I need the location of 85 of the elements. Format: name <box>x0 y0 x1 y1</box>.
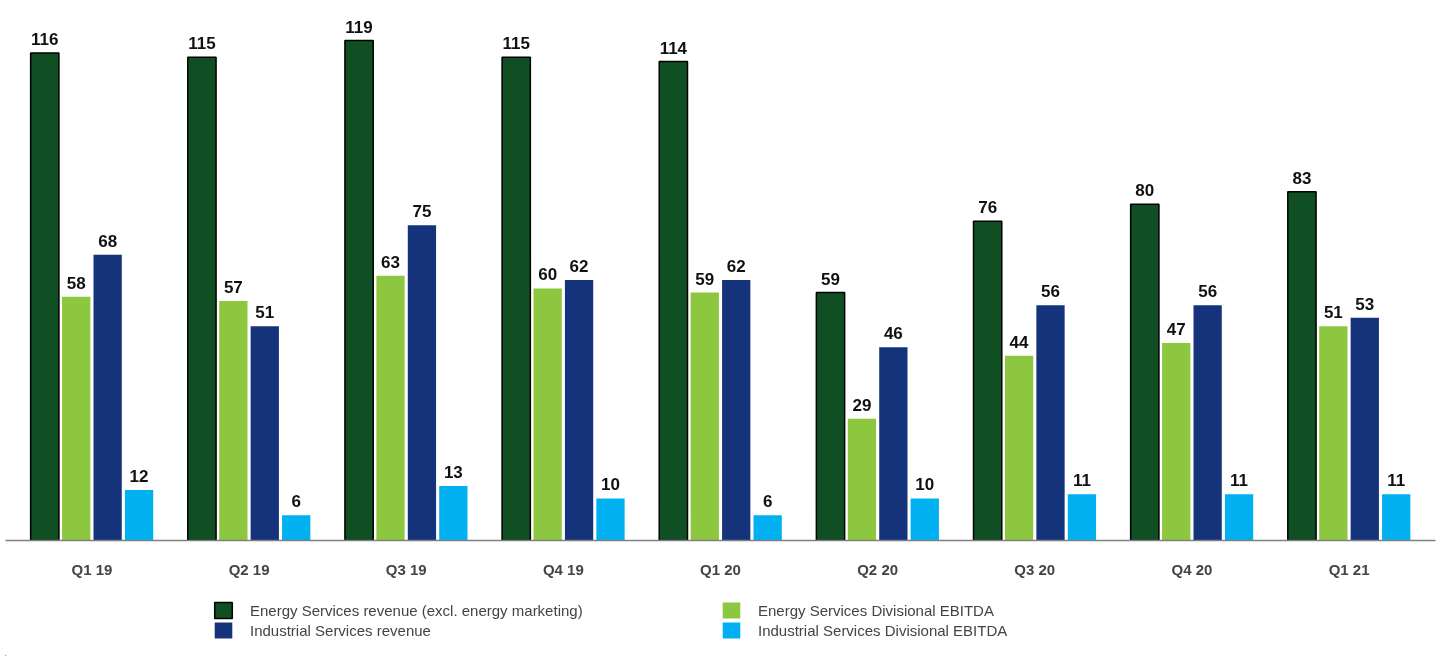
x-tick-label: Q1 19 <box>71 560 113 578</box>
bar <box>1350 317 1379 541</box>
data-label: 56 <box>1041 282 1060 302</box>
bar <box>1036 305 1065 541</box>
legend-label: Industrial Services revenue <box>250 621 432 639</box>
data-label: 51 <box>1323 303 1343 323</box>
bar <box>722 280 751 541</box>
bar <box>29 52 60 541</box>
data-label: 53 <box>1355 294 1375 314</box>
data-label: 68 <box>98 231 118 251</box>
bar <box>910 498 939 541</box>
data-label: 115 <box>188 34 216 54</box>
bar <box>344 39 374 541</box>
bar <box>879 347 908 541</box>
bar <box>690 292 719 541</box>
bar <box>439 485 468 541</box>
bar <box>250 326 279 541</box>
bar <box>1162 343 1191 541</box>
bar <box>1382 494 1411 541</box>
data-label: 29 <box>852 395 872 415</box>
bar <box>376 275 405 541</box>
bar <box>93 254 122 541</box>
bar <box>972 220 1003 541</box>
bar <box>1193 305 1222 541</box>
bar <box>564 280 594 541</box>
data-label: 11 <box>1072 471 1091 491</box>
data-label: 59 <box>821 269 840 289</box>
bar <box>847 418 877 541</box>
bar <box>282 515 311 541</box>
data-label: 46 <box>883 324 903 344</box>
x-tick-label: Q4 20 <box>1171 560 1213 578</box>
data-label: 47 <box>1166 320 1186 340</box>
x-tick-label: Q1 21 <box>1328 560 1370 578</box>
bar <box>1004 355 1034 541</box>
bar <box>1287 191 1317 541</box>
data-label: 10 <box>915 475 935 495</box>
bar <box>1067 494 1097 541</box>
data-label: 56 <box>1198 282 1218 302</box>
data-label: 115 <box>502 34 530 54</box>
bar <box>596 498 625 541</box>
data-label: 12 <box>129 467 149 487</box>
x-tick-label: Q3 19 <box>385 560 427 578</box>
data-label: 75 <box>412 202 432 222</box>
bar <box>62 296 91 541</box>
data-label: 13 <box>443 462 463 482</box>
data-label: 10 <box>601 475 620 495</box>
data-label: 44 <box>1009 332 1030 352</box>
data-label: 60 <box>538 265 558 285</box>
bar <box>124 490 154 541</box>
bar <box>187 56 217 541</box>
data-label: 57 <box>223 278 243 297</box>
bar <box>407 225 437 541</box>
data-label: 83 <box>1292 168 1312 188</box>
data-label: 59 <box>695 269 715 289</box>
data-label: 6 <box>762 492 773 512</box>
data-label: 11 <box>1387 471 1406 491</box>
data-label: 76 <box>978 198 998 218</box>
data-label: 6 <box>291 492 301 512</box>
bar <box>501 56 532 541</box>
legend-label: Energy Services Divisional EBITDA <box>758 601 995 619</box>
x-tick-label: Q2 19 <box>228 560 270 578</box>
bar <box>815 291 846 541</box>
legend-label: Energy Services revenue (excl. energy marketing) <box>250 601 584 619</box>
data-label: 116 <box>31 30 59 50</box>
bar <box>1319 326 1348 541</box>
x-tick-label: Q2 20 <box>857 560 899 578</box>
data-label: 119 <box>345 17 373 37</box>
data-label: 62 <box>726 257 746 276</box>
data-label: 51 <box>255 303 275 323</box>
data-label: 58 <box>66 273 86 293</box>
legend-label: Industrial Services Divisional EBITDA <box>758 621 1009 639</box>
bar <box>1129 203 1160 541</box>
data-label: 62 <box>569 257 589 276</box>
data-label: 80 <box>1135 181 1155 201</box>
x-tick-label: Q4 19 <box>542 560 584 578</box>
data-label: 63 <box>381 252 400 272</box>
bar <box>753 515 782 541</box>
bar <box>533 288 562 541</box>
bar <box>658 60 689 541</box>
bar <box>1224 494 1254 541</box>
bar <box>219 301 248 541</box>
x-tick-label: Q1 20 <box>700 560 741 578</box>
data-label: 114 <box>659 38 688 58</box>
x-tick-label: Q3 20 <box>1014 560 1056 578</box>
data-label: 11 <box>1230 471 1249 491</box>
